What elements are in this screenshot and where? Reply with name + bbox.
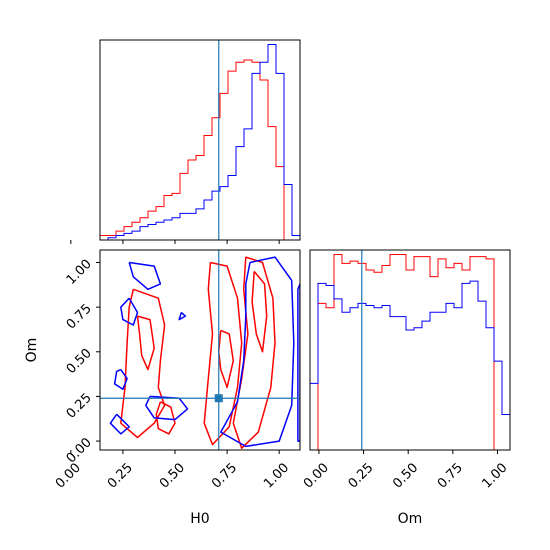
scatter-xtick-label-3: 0.75 (209, 460, 240, 491)
contour-series-1-level-3 (155, 401, 176, 435)
hist-om-series-1 (310, 253, 510, 451)
scatter-ytick-label-4: 1.00 (64, 257, 95, 288)
hist-h0-series-1 (99, 59, 300, 241)
scatter-ytick-label-1: 0.25 (64, 391, 95, 422)
truth-marker (214, 394, 223, 403)
contour-series-2-level-5 (145, 395, 189, 421)
ylabel-om: Om (24, 338, 40, 363)
panel-hist-h0 (70, 39, 301, 244)
hist-h0-series-2 (100, 43, 301, 241)
scatter-ytick-label-0: 0.00 (64, 435, 95, 466)
contour-series-2-level-6 (178, 311, 187, 321)
scatter-xtick-label-2: 0.50 (157, 460, 188, 491)
hist-om-frame (309, 249, 511, 451)
xlabel-om: Om (398, 511, 423, 527)
scatter-xtick-label-1: 0.25 (105, 460, 136, 491)
hist-om-xtick-label-0: 0.00 (301, 460, 332, 491)
contour-series-2-level-2 (120, 297, 139, 326)
scatter-frame (99, 249, 301, 451)
xlabel-h0: H0 (190, 511, 209, 527)
hist-om-series-2 (309, 280, 511, 450)
hist-h0-frame (99, 39, 301, 241)
hist-h0-marks (99, 40, 301, 241)
contour-series-2-level-8 (297, 283, 300, 442)
hist-om-xtick-label-4: 1.00 (479, 460, 510, 491)
contour-series-1-level-7 (251, 270, 268, 353)
hist-om-marks (309, 250, 511, 451)
contour-series-1-level-4 (203, 261, 243, 446)
hist-h0-ticks (70, 240, 280, 244)
scatter-xtick-label-0: 0.00 (53, 460, 84, 491)
panel-hist-om: 0.00 0.25 0.50 0.75 1.00 (301, 249, 511, 492)
contour-series-1-level-1 (120, 288, 166, 439)
scatter-xtick-label-4: 1.00 (261, 460, 292, 491)
contour-series-1-level-5 (217, 329, 235, 389)
scatter-ytick-label-3: 0.75 (64, 301, 95, 332)
hist-om-xtick-label-3: 0.75 (435, 460, 466, 491)
contour-marks (100, 250, 300, 450)
scatter-ticks: 0.00 0.25 0.50 0.75 1.00 0.00 0.25 0.50 0.75 1.00 (53, 257, 292, 492)
contour-series-2-level-4 (109, 413, 130, 435)
contour-series-1-level-2 (136, 315, 155, 371)
contour-series-2-level-1 (128, 261, 162, 291)
hist-om-xtick-label-1: 0.25 (346, 460, 377, 491)
contour-series-2-level-7 (220, 256, 295, 448)
contour-clip-group (109, 256, 300, 449)
hist-om-xtick-label-2: 0.50 (390, 460, 421, 491)
contour-series-1-level-6 (232, 256, 276, 449)
scatter-ytick-label-2: 0.50 (64, 346, 95, 377)
contour-series-2-level-3 (113, 368, 128, 391)
hist-om-ticks: 0.00 0.25 0.50 0.75 1.00 (301, 450, 511, 492)
panel-scatter-h0-om: 0.00 0.25 0.50 0.75 1.00 0.00 0.25 0.50 0.75 1.00 (53, 249, 301, 492)
